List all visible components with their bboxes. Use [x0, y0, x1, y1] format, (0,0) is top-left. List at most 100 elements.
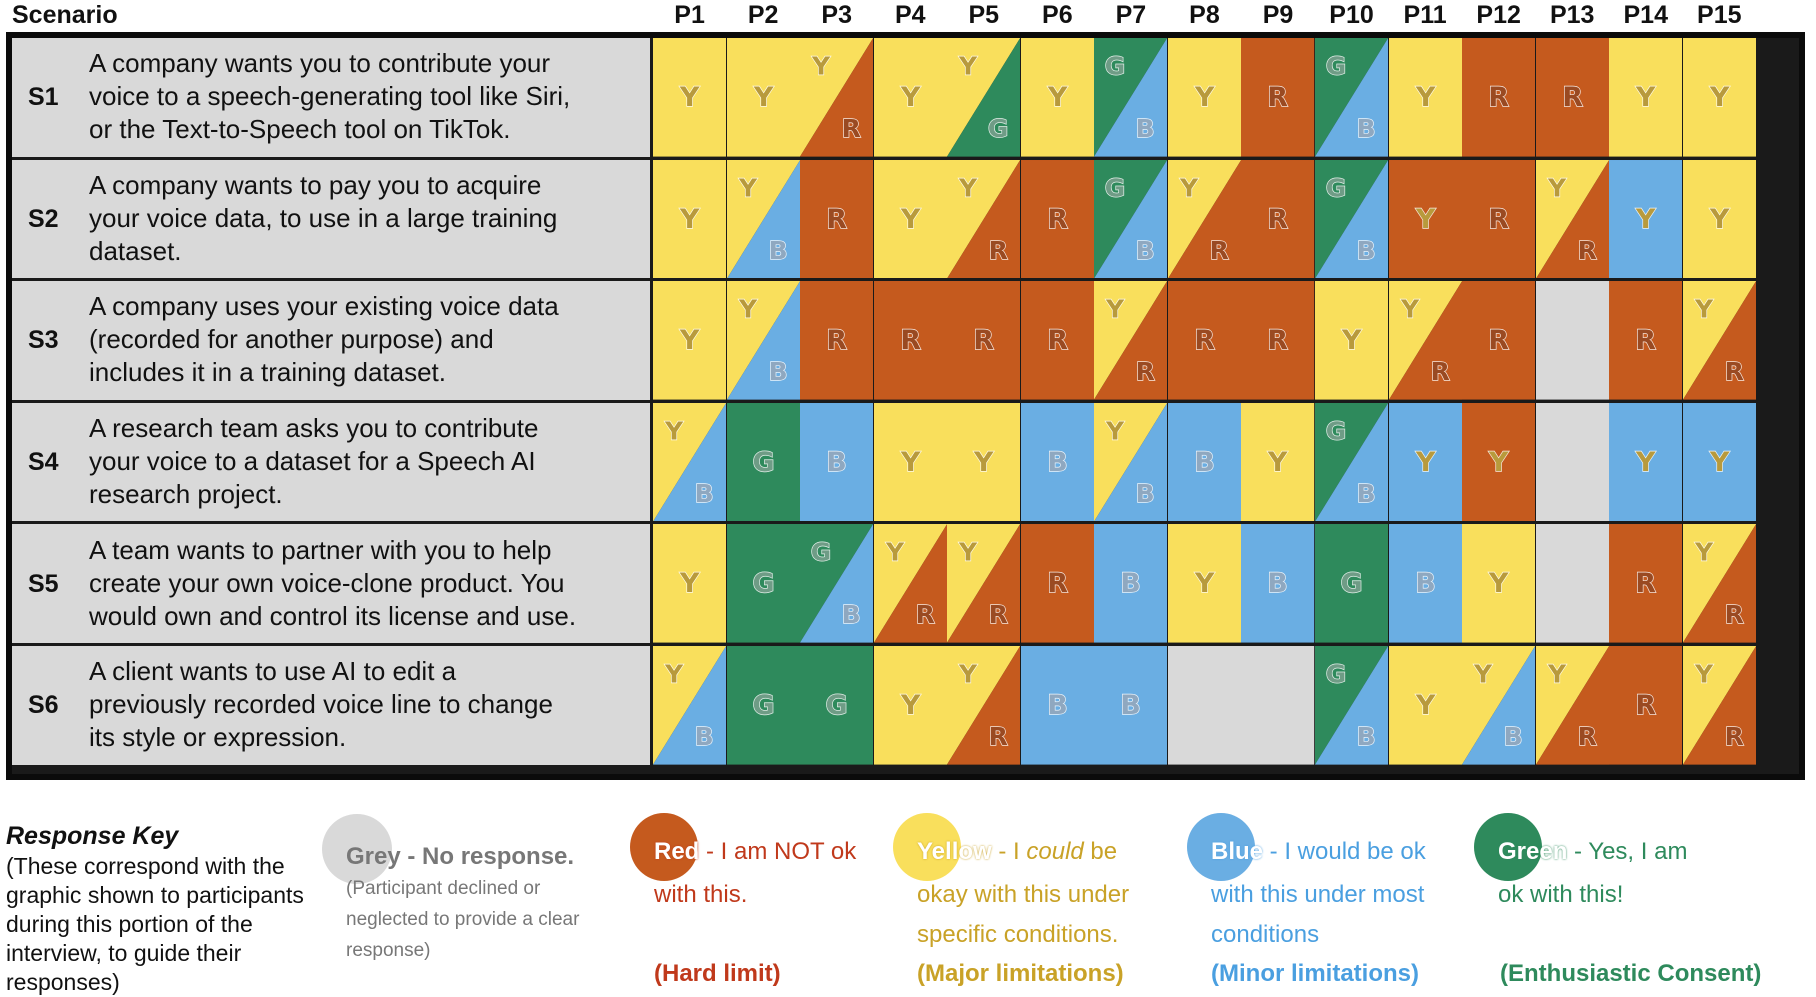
scenario-description-line: dataset. — [89, 235, 182, 266]
scenario-id: S2 — [28, 204, 59, 233]
participant-header-p2: P2 — [747, 1, 779, 29]
response-cell-p9: R — [1241, 38, 1315, 157]
legend-swatch-red — [630, 813, 698, 881]
solid-fill — [1609, 524, 1683, 643]
split-fill-bottom — [1535, 646, 1609, 765]
response-cell-p6: B — [1020, 646, 1094, 765]
split-fill-bottom — [800, 524, 874, 643]
legend-key-dash: - — [991, 838, 1014, 865]
solid-fill — [1241, 402, 1315, 522]
response-letter: Y — [958, 173, 978, 202]
response-letter: R — [1635, 690, 1656, 721]
response-letter: R — [900, 325, 921, 356]
response-letter: Y — [1709, 82, 1730, 113]
response-cell-p12: R — [1462, 159, 1536, 279]
response-cell-p5: Y — [947, 402, 1021, 522]
response-cell-p4: Y — [873, 402, 947, 522]
legend-key-description: with this under most conditions — [1211, 881, 1425, 948]
solid-fill — [1462, 524, 1536, 643]
solid-fill — [873, 402, 947, 522]
solid-fill — [1609, 38, 1683, 157]
response-letter: Y — [1047, 82, 1068, 113]
scenario-description: A research team asks you to contribute yo… — [89, 412, 647, 511]
legend-key-text: Yes, I am — [1588, 838, 1688, 865]
response-letter: R — [1430, 357, 1449, 386]
response-letter: G — [988, 114, 1009, 143]
solid-fill — [1094, 646, 1168, 765]
response-cell-p13: R — [1535, 38, 1609, 157]
response-cell-p1: Y — [653, 281, 727, 400]
response-letter: Y — [1635, 203, 1656, 234]
scenario-description-line: would own and control its license and us… — [89, 600, 577, 631]
legend-key-dash: - — [1567, 838, 1589, 865]
response-letter: Y — [1399, 295, 1419, 324]
scenario-description-line: previously recorded voice line to change — [89, 689, 553, 720]
response-cell-p9: Y — [1241, 402, 1315, 522]
scenario-cell: S3 A company uses your existing voice dat… — [12, 281, 650, 400]
response-cell-p7: B — [1094, 524, 1168, 643]
solid-fill — [1388, 646, 1462, 765]
response-cell-p14: Y — [1609, 159, 1683, 279]
legend-key-subtitle: (Major limitations) — [917, 960, 1124, 987]
response-letter: R — [1268, 82, 1289, 113]
response-cell-p2: G — [726, 646, 800, 765]
response-letter: R — [989, 600, 1008, 629]
scenario-cell: S2 A company wants to pay you to acquire y… — [12, 159, 650, 279]
participant-header-p13: P13 — [1549, 1, 1595, 29]
legend-key-name: Red — [654, 838, 700, 865]
response-letter: R — [1635, 325, 1656, 356]
scenario-description-line: (recorded for another purpose) and — [89, 324, 494, 355]
response-cell-p4: Y — [873, 646, 947, 765]
no-response-fill — [1167, 646, 1242, 765]
response-cell-p2: G — [726, 524, 800, 643]
response-letter: Y — [1694, 295, 1714, 324]
response-letter: G — [752, 690, 774, 721]
participant-header-p7: P7 — [1115, 1, 1147, 29]
response-letter: R — [989, 236, 1008, 265]
response-letter: R — [1268, 325, 1289, 356]
participant-header-p4: P4 — [894, 1, 926, 29]
scenario-description-line: create your own voice-clone product. You — [89, 567, 565, 598]
participant-header-p5: P5 — [968, 1, 1000, 29]
split-fill-bottom — [1535, 159, 1609, 279]
no-response-fill — [1535, 402, 1609, 522]
response-letter: B — [768, 236, 787, 265]
response-letter: R — [989, 722, 1008, 751]
solid-fill — [1167, 281, 1242, 400]
legend-key-subtitle: (Enthusiastic Consent) — [1500, 960, 1762, 987]
response-cell-p10: Y — [1314, 281, 1389, 400]
split-fill-bottom — [947, 38, 1021, 157]
response-letter: B — [842, 600, 861, 629]
scenario-cell: S6 A client wants to use AI to edit a prev… — [12, 646, 650, 765]
response-letter: Y — [679, 568, 700, 599]
response-letter: B — [1121, 690, 1142, 721]
response-letter: R — [1724, 722, 1743, 751]
solid-fill — [1241, 159, 1315, 279]
split-fill-bottom — [1167, 159, 1242, 279]
solid-fill — [1388, 524, 1462, 643]
solid-fill — [1314, 281, 1389, 400]
response-letter: Y — [958, 660, 978, 689]
response-letter: R — [842, 114, 861, 143]
legend-key-heading: Red - I am NOT ok — [654, 838, 856, 866]
response-letter: Y — [664, 416, 684, 445]
solid-fill — [1609, 159, 1683, 279]
response-letter: Y — [1547, 660, 1567, 689]
scenario-description: A client wants to use AI to edit a previo… — [89, 655, 647, 754]
response-cell-p14: R — [1609, 524, 1683, 643]
response-letter: Y — [752, 82, 773, 113]
solid-fill — [800, 646, 874, 765]
response-letter: Y — [1709, 447, 1730, 478]
solid-fill — [1462, 402, 1536, 522]
scenario-description-line: A company wants you to contribute your — [89, 48, 551, 79]
scenario-id: S5 — [28, 569, 59, 598]
response-cell-p9: R — [1241, 159, 1315, 279]
response-cell-p11: Y — [1388, 159, 1462, 279]
legend-note: (These correspond with the graphic shown… — [6, 853, 304, 995]
solid-fill — [1682, 38, 1756, 157]
solid-fill — [1020, 38, 1094, 157]
